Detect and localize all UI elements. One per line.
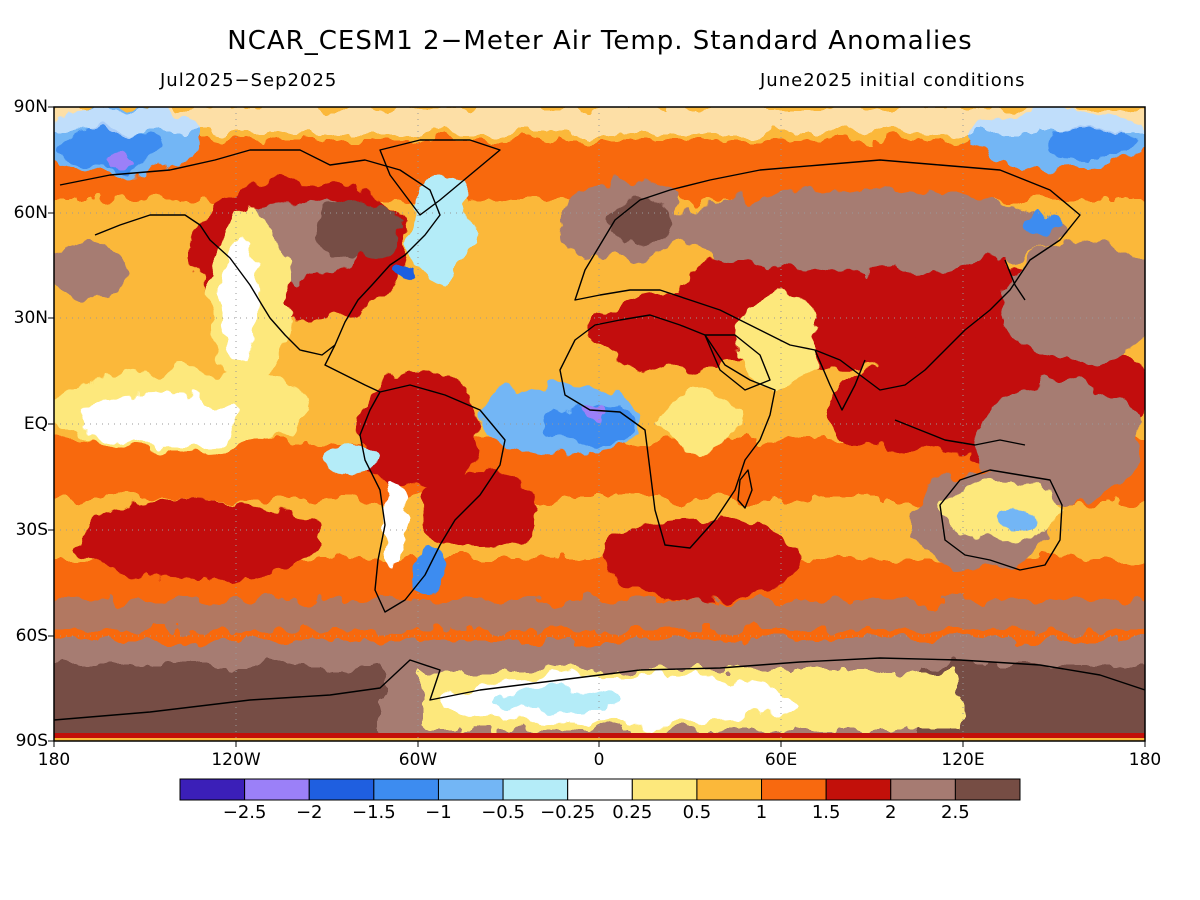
colorbar-label: 1 [755, 802, 768, 823]
lon-label-180w: 180 [37, 750, 71, 770]
lat-label-60s: 60S [15, 626, 48, 646]
colorbar-label: 0.5 [682, 802, 712, 823]
lat-label-30n: 30N [13, 308, 48, 328]
colorbar-swatch [631, 778, 698, 801]
map-title: NCAR_CESM1 2−Meter Air Temp. Standard An… [227, 26, 973, 56]
greenland-coast [379, 139, 501, 216]
colorbar-swatch [373, 778, 439, 801]
north-america-coast [59, 149, 441, 356]
arabia-coast [704, 334, 771, 391]
initial-conditions: June2025 initial conditions [760, 70, 1026, 91]
antarctica-coast [54, 657, 1145, 721]
colorbar-swatch [437, 778, 504, 801]
lat-label-90s: 90S [15, 731, 48, 751]
japan-coast [1004, 259, 1026, 301]
colorbar-label: 2 [885, 802, 897, 823]
colorbar-label: 1.5 [811, 802, 841, 823]
lon-label-120e: 120E [941, 750, 985, 770]
lat-label-60n: 60N [13, 203, 48, 223]
lat-label-30s: 30S [15, 520, 48, 540]
coastlines [54, 139, 1145, 721]
europe-africa-coast [559, 314, 776, 549]
lon-label-60e: 60E [764, 750, 798, 770]
colorbar-label: −1 [425, 802, 452, 823]
colorbar-swatch [954, 778, 1021, 801]
colorbar-swatch [308, 778, 375, 801]
colorbar-label: −2.5 [222, 802, 267, 823]
india-coast [814, 349, 866, 411]
australia-coast [939, 469, 1063, 571]
central-america-coast [324, 344, 381, 393]
lon-label-180e: 180 [1128, 750, 1162, 770]
forecast-period: Jul2025−Sep2025 [160, 70, 338, 91]
lat-label-90n: 90N [13, 97, 48, 117]
colorbar-swatch [696, 778, 763, 801]
colorbar [179, 778, 1021, 801]
lon-label-60w: 60W [398, 750, 438, 770]
lon-label-0: 0 [593, 750, 605, 770]
colorbar-swatch [825, 778, 892, 801]
lat-label-eq: EQ [23, 414, 48, 434]
anomaly-field [54, 107, 1145, 741]
colorbar-swatch [179, 778, 246, 801]
indonesia-coast [894, 419, 1026, 446]
colorbar-swatch [244, 778, 310, 801]
colorbar-label: −2 [295, 802, 323, 823]
axis-ticks [48, 106, 1146, 747]
eurasia-coast [574, 159, 1081, 391]
colorbar-label: −0.25 [540, 802, 596, 823]
colorbar-label: 2.5 [941, 802, 970, 823]
colorbar-label: −1.5 [351, 802, 396, 823]
madagascar-coast [737, 469, 753, 509]
colorbar-swatch [502, 778, 569, 801]
colorbar-swatch [890, 778, 956, 801]
graticule [54, 107, 1145, 741]
colorbar-label: 0.25 [612, 802, 653, 823]
colorbar-label: −0.5 [481, 802, 525, 823]
lon-label-120w: 120W [211, 750, 261, 770]
colorbar-swatch [567, 778, 633, 801]
colorbar-swatch [761, 778, 827, 801]
south-america-coast [359, 384, 506, 613]
